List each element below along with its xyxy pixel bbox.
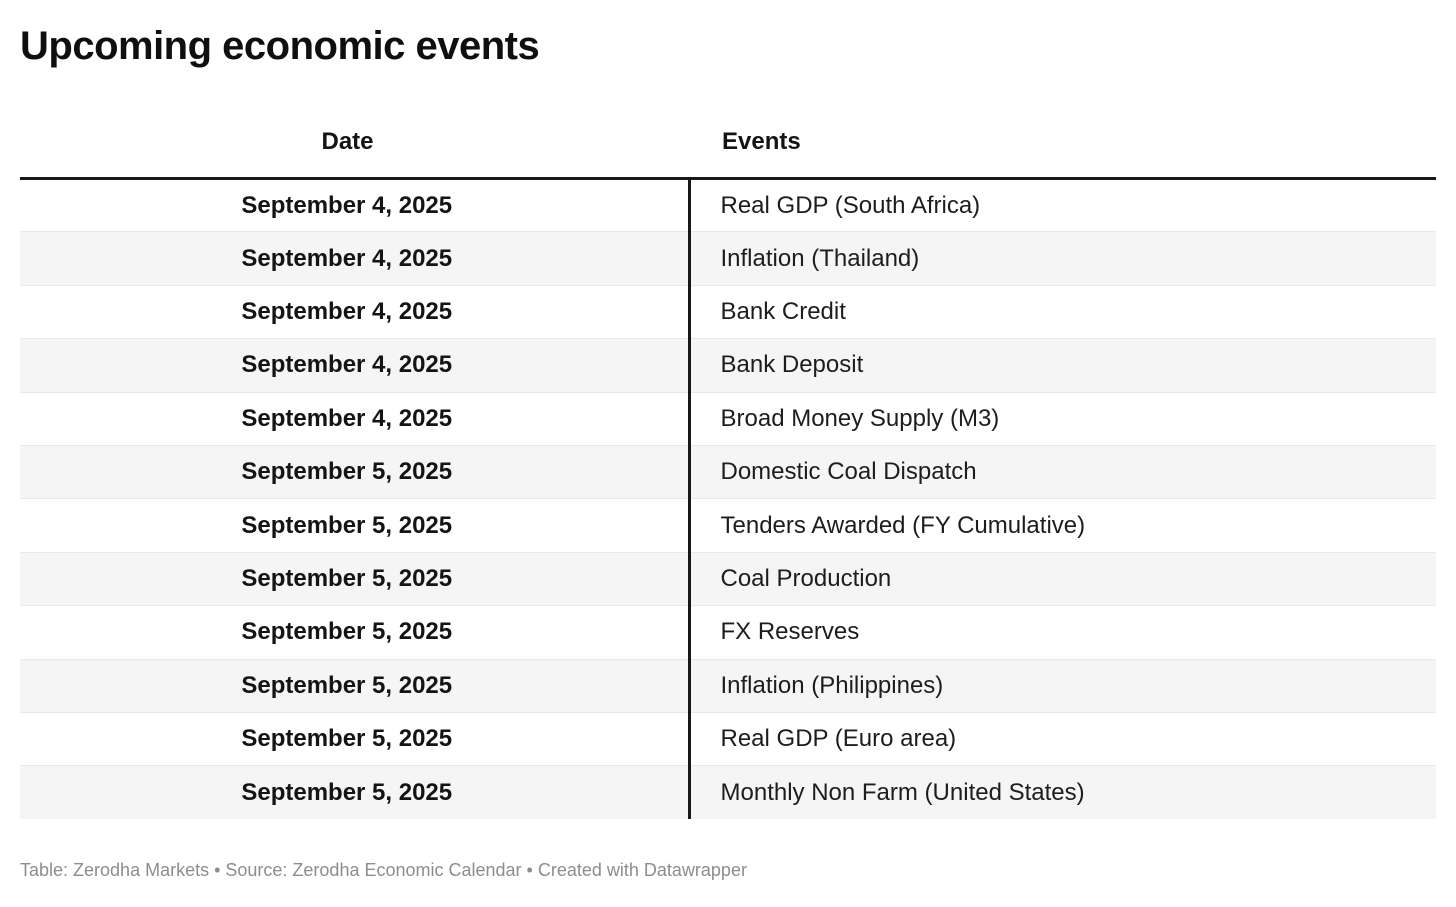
event-cell: Inflation (Thailand) bbox=[687, 231, 1436, 286]
date-cell: September 5, 2025 bbox=[20, 605, 689, 660]
footer-attribution: Table: Zerodha Markets • Source: Zerodha… bbox=[20, 860, 747, 881]
event-cell: Bank Deposit bbox=[687, 338, 1436, 393]
date-cell: September 4, 2025 bbox=[241, 191, 453, 219]
column-header-date: Date bbox=[321, 128, 374, 155]
table-row: September 5, 2025 Tenders Awarded (FY Cum… bbox=[20, 498, 1436, 553]
table-body: September 4, 2025 Real GDP (South Africa)… bbox=[20, 178, 1436, 820]
table-row: September 4, 2025 Bank Deposit bbox=[20, 338, 1436, 393]
table-header: Date Events bbox=[20, 70, 1436, 179]
event-cell: Inflation (Philippines) bbox=[687, 658, 1436, 713]
table-row: September 4, 2025 Bank Credit bbox=[20, 284, 1436, 339]
table-row: September 5, 2025 Coal Production bbox=[20, 551, 1436, 606]
date-cell: September 5, 2025 bbox=[20, 551, 689, 606]
event-cell: Monthly Non Farm (United States) bbox=[687, 765, 1436, 820]
event-cell: Bank Credit bbox=[687, 284, 1436, 339]
header-row: Date Events bbox=[20, 70, 1436, 179]
date-cell: September 4, 2025 bbox=[20, 391, 689, 446]
date-cell: September 4, 2025 bbox=[20, 338, 689, 393]
event-cell: Real GDP (Euro area) bbox=[687, 711, 1436, 766]
date-cell: September 4, 2025 bbox=[20, 231, 689, 286]
event-cell: Domestic Coal Dispatch bbox=[687, 444, 1436, 499]
date-cell: September 5, 2025 bbox=[20, 444, 689, 499]
date-cell: September 4, 2025 bbox=[20, 284, 689, 339]
chart-title: Upcoming economic events bbox=[20, 24, 540, 68]
event-cell: Coal Production bbox=[687, 551, 1436, 606]
table-row: September 5, 2025 Domestic Coal Dispatch bbox=[20, 444, 1436, 499]
table-row: September 5, 2025 Monthly Non Farm (Unite… bbox=[20, 765, 1436, 820]
date-cell: September 5, 2025 bbox=[20, 711, 689, 766]
column-header-events: Events bbox=[722, 128, 801, 155]
events-table: Date Events September 4, 2025 Real GDP (S… bbox=[20, 70, 1436, 820]
table-row: September 4, 2025 Inflation (Thailand) bbox=[20, 231, 1436, 286]
date-cell: September 5, 2025 bbox=[20, 498, 689, 553]
table-row: September 5, 2025 Inflation (Philippines) bbox=[20, 658, 1436, 713]
date-cell: September 5, 2025 bbox=[20, 765, 689, 820]
date-cell: September 5, 2025 bbox=[20, 658, 689, 713]
table-row: September 4, 2025 Broad Money Supply (M3) bbox=[20, 391, 1436, 446]
page-root: Upcoming economic events Date Events Sep… bbox=[20, 24, 1436, 881]
event-cell: Real GDP (South Africa) bbox=[687, 178, 1436, 232]
table-row: September 4, 2025 Real GDP (South Africa) bbox=[20, 178, 1436, 232]
event-cell: Tenders Awarded (FY Cumulative) bbox=[687, 498, 1436, 553]
table-row: September 5, 2025 Real GDP (Euro area) bbox=[20, 711, 1436, 766]
event-cell: Broad Money Supply (M3) bbox=[687, 391, 1436, 446]
table-row: September 5, 2025 FX Reserves bbox=[20, 605, 1436, 660]
event-cell: FX Reserves bbox=[687, 605, 1436, 660]
